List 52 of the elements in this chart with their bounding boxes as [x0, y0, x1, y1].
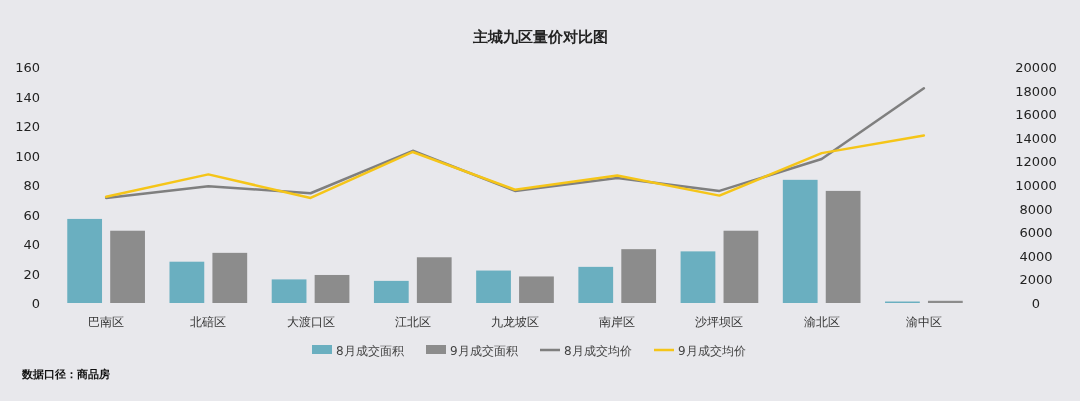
- x-tick-label: 江北区: [394, 315, 431, 329]
- bar: [723, 230, 759, 303]
- bar: [519, 276, 554, 303]
- text: 数据口径：商品房: [21, 368, 110, 381]
- y2-tick-label: 16000: [1015, 107, 1057, 123]
- y2-tick-label: 20000: [1015, 60, 1057, 75]
- bar: [212, 252, 248, 303]
- y-tick-label: 40: [23, 237, 40, 252]
- bar: [578, 266, 614, 303]
- x-tick-label: 九龙坡区: [491, 315, 539, 329]
- legend-label: 8月成交面积: [336, 344, 404, 358]
- y-tick-label: 100: [15, 148, 40, 164]
- bar: [110, 230, 145, 303]
- x-tick-label: 沙坪坝区: [695, 315, 744, 329]
- bar: [271, 279, 307, 303]
- y2-tick-label: 14000: [1015, 130, 1057, 146]
- legend-label: 8月成交均价: [564, 344, 632, 358]
- bar: [621, 249, 657, 303]
- x-tick-label: 南岸区: [599, 315, 636, 329]
- y2-tick-label: 4000: [1019, 248, 1053, 264]
- y2-tick-label: 2000: [1019, 272, 1053, 288]
- bar: [782, 179, 818, 303]
- bar: [67, 218, 103, 303]
- y-tick-label: 120: [15, 119, 40, 134]
- bar: [416, 257, 452, 303]
- y-tick-label: 160: [15, 60, 40, 75]
- bar: [373, 280, 409, 303]
- bar: [927, 300, 963, 303]
- x-tick-label: 渝中区: [905, 315, 942, 329]
- bar: [476, 270, 511, 303]
- y2-tick-label: 0: [1031, 296, 1041, 311]
- x-tick-label: 大渡口区: [286, 315, 335, 329]
- y2-tick-label: 8000: [1019, 201, 1053, 217]
- y-tick-label: 80: [23, 178, 40, 193]
- bar: [825, 190, 861, 303]
- x-tick-label: 巴南区: [88, 315, 125, 329]
- legend-label: 9月成交均价: [678, 344, 746, 358]
- y2-tick-label: 10000: [1015, 178, 1057, 193]
- y2-tick-label: 6000: [1019, 225, 1053, 241]
- y-tick-label: 60: [23, 207, 40, 223]
- y2-tick-label: 12000: [1015, 154, 1057, 170]
- bar: [169, 261, 205, 303]
- chart-title: 主城九区量价对比图: [471, 28, 608, 46]
- legend-label: 9月成交面积: [450, 344, 518, 358]
- bar: [314, 274, 350, 303]
- x-tick-label: 渝北区: [803, 315, 840, 329]
- y-tick-label: 140: [15, 89, 40, 105]
- y2-tick-label: 18000: [1015, 83, 1057, 99]
- bar: [680, 251, 716, 303]
- x-tick-label: 北碚区: [190, 315, 227, 329]
- y-tick-label: 20: [23, 266, 40, 282]
- y-tick-label: 0: [31, 296, 40, 311]
